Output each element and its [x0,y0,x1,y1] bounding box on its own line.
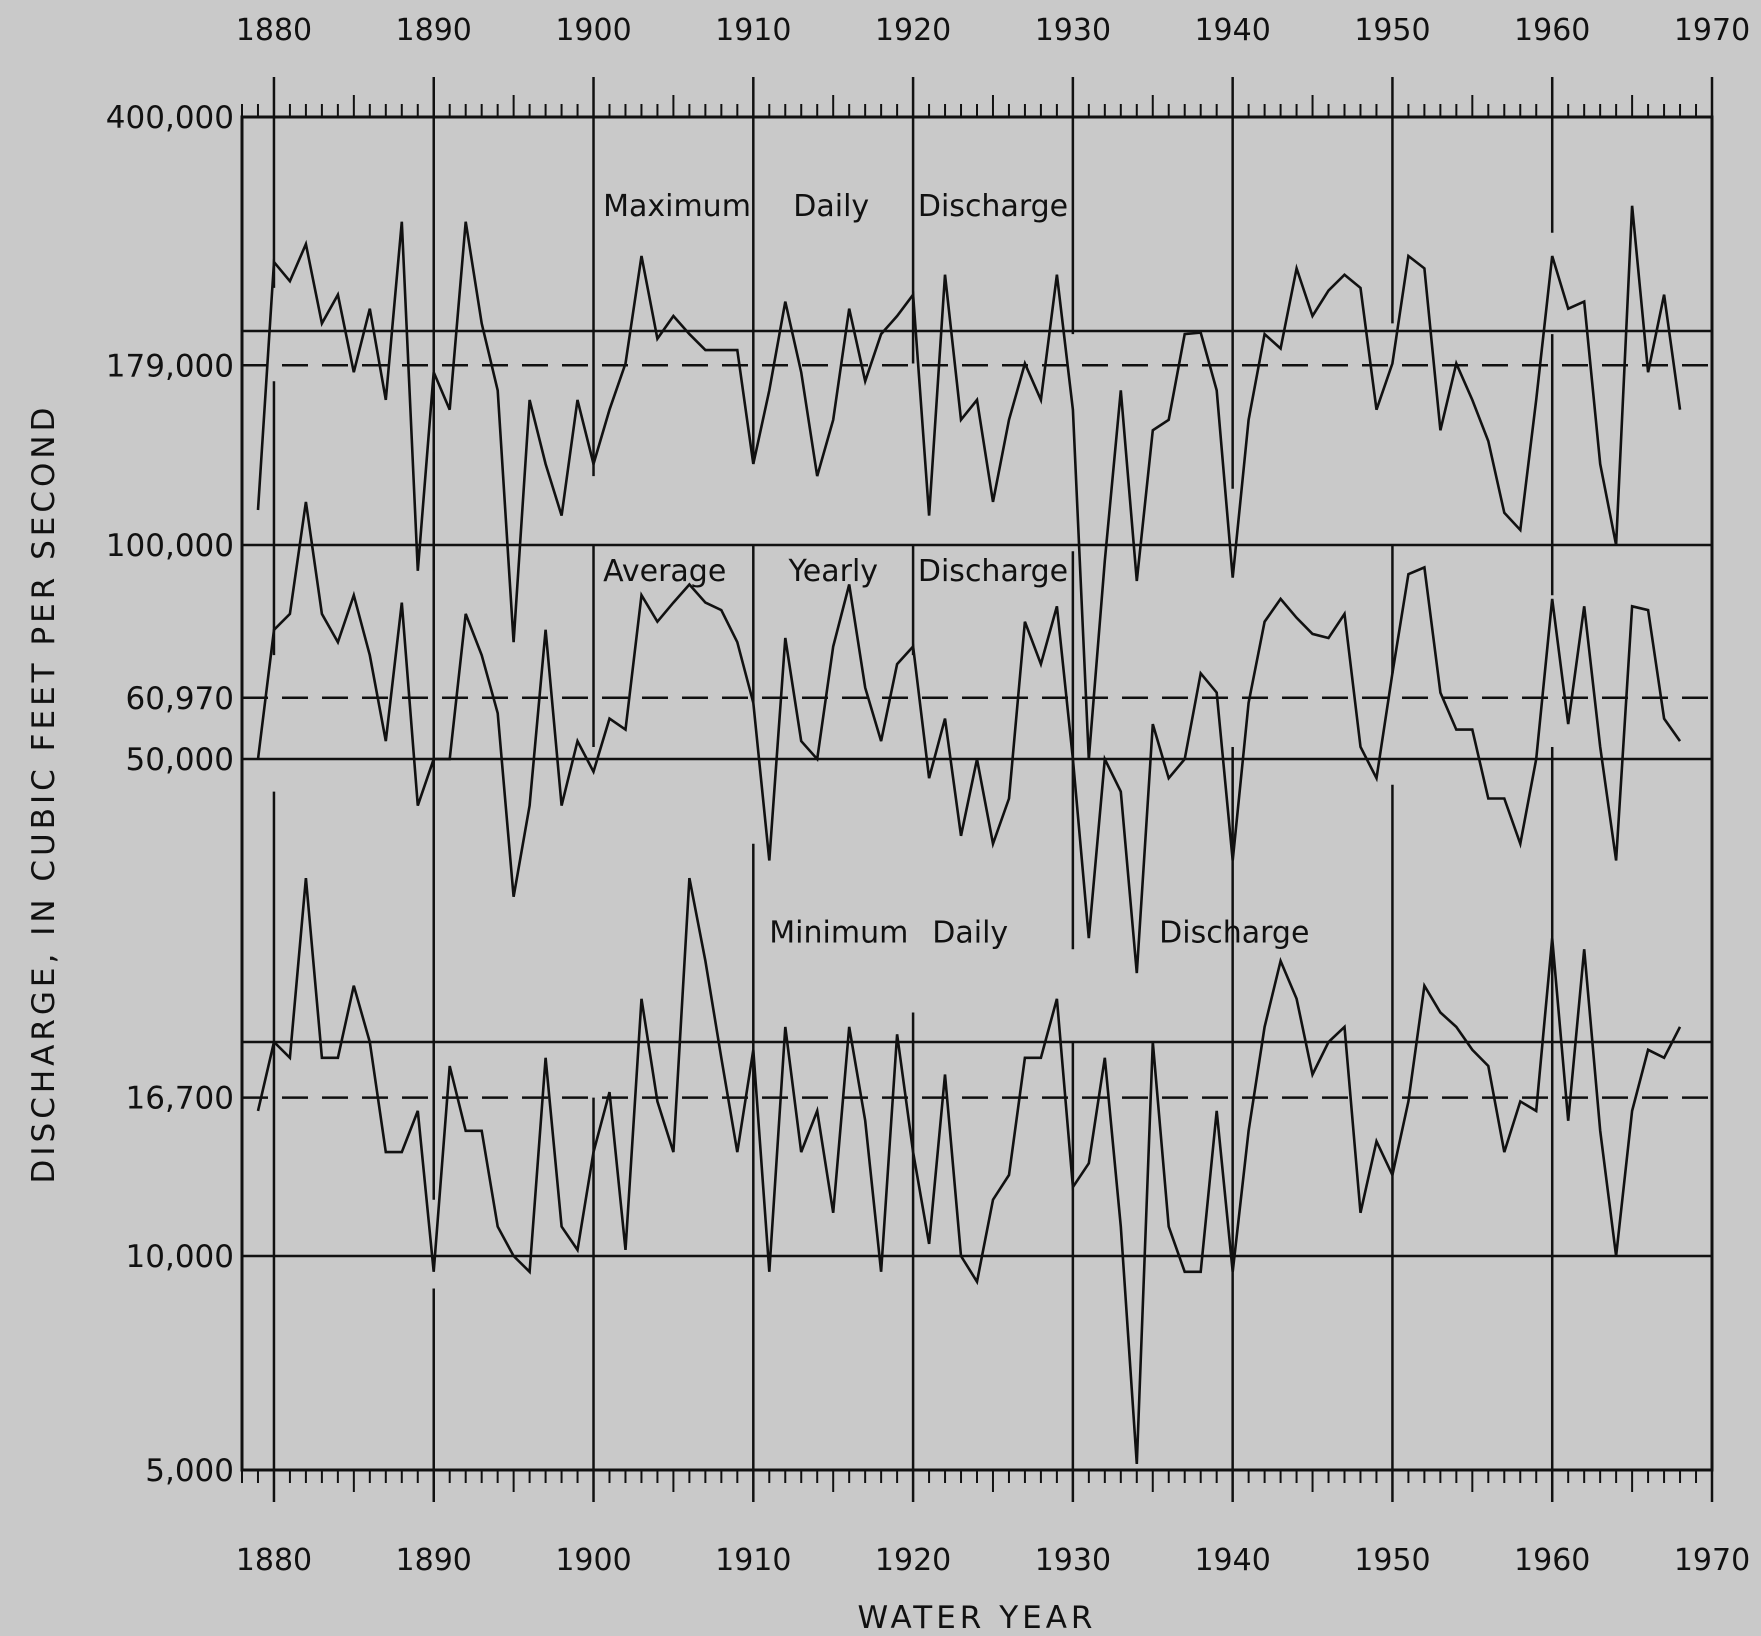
top-x-tick-label-1930: 1930 [1035,13,1111,48]
minimum-daily-discharge-label-word-1: Daily [932,916,1008,951]
bottom-x-tick-label-1940: 1940 [1194,1543,1270,1578]
bottom-x-tick-label-1910: 1910 [715,1543,791,1578]
top-x-tick-label-1910: 1910 [715,13,791,48]
y-tick-label-100000: 100,000 [106,528,234,564]
top-x-tick-label-1970: 1970 [1674,13,1750,48]
bottom-x-tick-label-1930: 1930 [1035,1543,1111,1578]
top-x-tick-label-1940: 1940 [1194,13,1270,48]
top-x-tick-label-1900: 1900 [555,13,631,48]
y-tick-labels: 400,000 179,000 100,000 60,970 50,000 16,700 1… [106,100,234,1489]
y-tick-label-400000: 400,000 [106,100,234,136]
top-x-tick-label-1950: 1950 [1354,13,1430,48]
y-tick-label-50000: 50,000 [126,742,234,778]
top-x-tick-label-1960: 1960 [1514,13,1590,48]
y-tick-label-179000: 179,000 [106,348,234,384]
bottom-x-tick-label-1960: 1960 [1514,1543,1590,1578]
series-lines [256,205,1682,1464]
bottom-x-tick-label-1920: 1920 [875,1543,951,1578]
bottom-x-tick-label-1890: 1890 [396,1543,472,1578]
maximum-daily-discharge-label-word-1: Daily [793,189,869,224]
average-yearly-discharge-label-word-1: Yearly [787,554,878,589]
average-yearly-discharge-label-word-0: Average [603,554,726,589]
maximum-daily-discharge-label-word-0: Maximum [603,189,751,224]
top-x-tick-label-1890: 1890 [396,13,472,48]
maximum-daily-discharge-line [256,205,1682,760]
bottom-x-tick-label-1900: 1900 [555,1543,631,1578]
minor-ticks [241,77,1714,1502]
top-x-tick-labels: 1880 1890 1900 1910 1920 1930 1940 1950 1960 1970 [236,13,1750,48]
y-axis-title: DISCHARGE, IN CUBIC FEET PER SECOND [26,404,62,1184]
bottom-x-tick-label-1970: 1970 [1674,1543,1750,1578]
top-x-tick-label-1920: 1920 [875,13,951,48]
maximum-daily-discharge-label-word-2: Discharge [918,189,1068,224]
y-tick-label-5000: 5,000 [145,1453,234,1489]
minimum-daily-discharge-label-word-2: Discharge [1159,916,1309,951]
top-x-tick-label-1880: 1880 [236,13,312,48]
plot-frame [240,115,1714,1472]
y-tick-label-60970: 60,970 [126,681,234,717]
minimum-daily-discharge-label-word-0: Minimum [769,916,908,951]
series-labels: Maximum Daily Discharge Average Yearly Discha… [603,189,1309,951]
average-yearly-discharge-line [256,501,1682,974]
bottom-x-tick-label-1880: 1880 [236,1543,312,1578]
bottom-x-tick-label-1950: 1950 [1354,1543,1430,1578]
minimum-daily-discharge-line [256,877,1682,1464]
bottom-x-tick-labels: 1880 1890 1900 1910 1920 1930 1940 1950 1960 1970 [236,1543,1750,1578]
y-tick-label-16700: 16,700 [126,1081,234,1117]
average-yearly-discharge-label-word-2: Discharge [918,554,1068,589]
x-axis-title: WATER YEAR [858,1600,1097,1636]
y-tick-label-10000: 10,000 [126,1239,234,1275]
